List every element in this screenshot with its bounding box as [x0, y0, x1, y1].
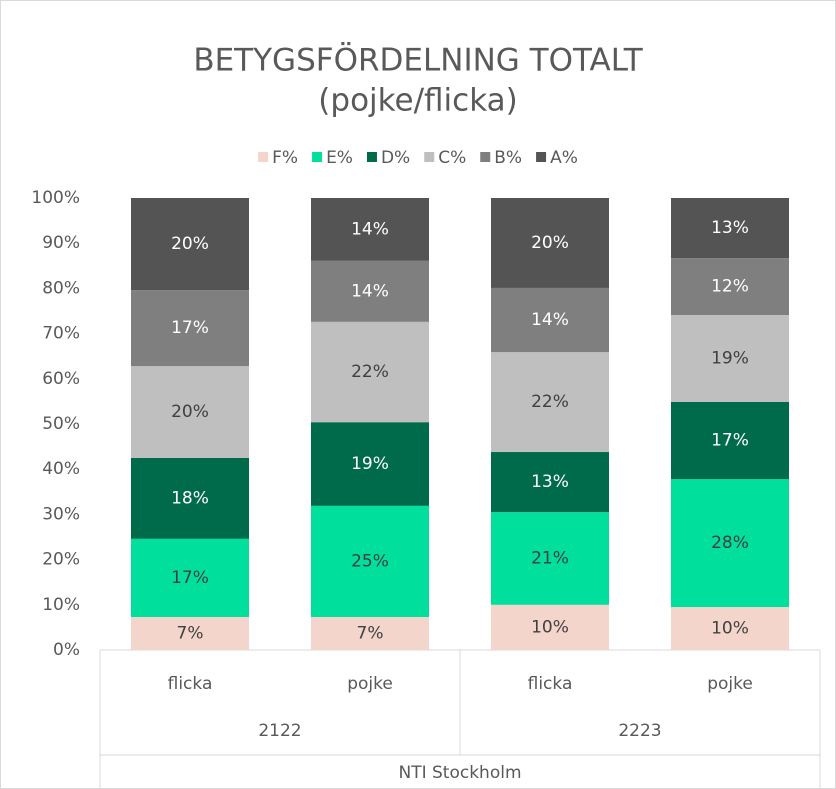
bar-segment	[671, 198, 789, 259]
data-label: 14%	[351, 219, 389, 239]
legend-label: E%	[326, 148, 353, 168]
data-label: 19%	[711, 348, 749, 368]
bar-segment	[131, 457, 249, 539]
legend-swatch	[312, 152, 323, 162]
data-label: 20%	[171, 402, 209, 422]
bar-segment	[311, 617, 429, 650]
bar-segment	[131, 617, 249, 650]
bar-segment	[131, 366, 249, 458]
data-label: 21%	[531, 548, 569, 568]
bar-segment	[491, 352, 609, 453]
data-label: 17%	[171, 568, 209, 588]
chart-title: BETYGSFÖRDELNING TOTALT	[193, 42, 643, 79]
bar-segment	[671, 607, 789, 650]
data-label: 13%	[711, 218, 749, 238]
y-tick-label: 70%	[42, 324, 80, 344]
data-label: 12%	[711, 277, 749, 297]
data-label: 20%	[531, 233, 569, 253]
x-tick-label: flicka	[168, 674, 213, 694]
y-tick-label: 50%	[42, 414, 80, 434]
x-tick-label: pojke	[347, 674, 393, 694]
y-tick-label: 60%	[42, 369, 80, 389]
bar-segment	[491, 198, 609, 288]
legend-swatch	[258, 152, 269, 162]
bar-segment	[311, 505, 429, 618]
data-label: 7%	[357, 624, 384, 644]
y-tick-label: 10%	[42, 595, 80, 615]
y-tick-label: 0%	[53, 640, 80, 660]
bar-segment	[311, 321, 429, 423]
data-label: 19%	[351, 454, 389, 474]
legend-label: F%	[272, 148, 298, 168]
y-tick-label: 20%	[42, 550, 80, 570]
y-tick-label: 30%	[42, 504, 80, 524]
data-label: 10%	[711, 619, 749, 639]
x-tick-label: flicka	[528, 674, 573, 694]
y-tick-label: 40%	[42, 459, 80, 479]
chart-title: (pojke/flicka)	[318, 83, 517, 119]
group-label: 2122	[258, 721, 301, 741]
legend-label: A%	[550, 148, 578, 168]
legend-swatch	[536, 152, 547, 162]
group-label: 2223	[618, 721, 661, 741]
bar-segment	[311, 422, 429, 506]
bar-segment	[491, 452, 609, 513]
supergroup-label: NTI Stockholm	[398, 763, 521, 783]
data-label: 17%	[171, 318, 209, 338]
x-tick-label: pojke	[707, 674, 753, 694]
legend-label: D%	[381, 148, 410, 168]
bar-segment	[131, 290, 249, 367]
data-label: 20%	[171, 234, 209, 254]
bar-segment	[671, 479, 789, 608]
data-label: 17%	[711, 430, 749, 450]
data-label: 18%	[171, 488, 209, 508]
data-label: 22%	[531, 392, 569, 412]
data-label: 14%	[531, 310, 569, 330]
bar-segment	[491, 604, 609, 650]
bar-segment	[131, 538, 249, 618]
bar-segment	[491, 512, 609, 605]
data-label: 28%	[711, 533, 749, 553]
legend-swatch	[424, 152, 435, 162]
bar-segment	[491, 287, 609, 353]
bar-segment	[311, 198, 429, 261]
data-label: 7%	[177, 624, 204, 644]
legend-label: C%	[438, 148, 466, 168]
bar-segment	[131, 198, 249, 291]
legend-swatch	[480, 152, 491, 162]
data-label: 22%	[351, 362, 389, 382]
legend-swatch	[366, 152, 377, 162]
data-label: 25%	[351, 551, 389, 571]
bar-segment	[671, 401, 789, 480]
bar-segment	[671, 258, 789, 316]
data-label: 10%	[531, 617, 569, 637]
y-tick-label: 100%	[31, 188, 80, 208]
data-label: 13%	[531, 472, 569, 492]
legend-label: B%	[494, 148, 522, 168]
y-tick-label: 90%	[42, 233, 80, 253]
data-label: 14%	[351, 281, 389, 301]
bar-segment	[671, 315, 789, 402]
bar-segment	[311, 260, 429, 322]
y-tick-label: 80%	[42, 278, 80, 298]
